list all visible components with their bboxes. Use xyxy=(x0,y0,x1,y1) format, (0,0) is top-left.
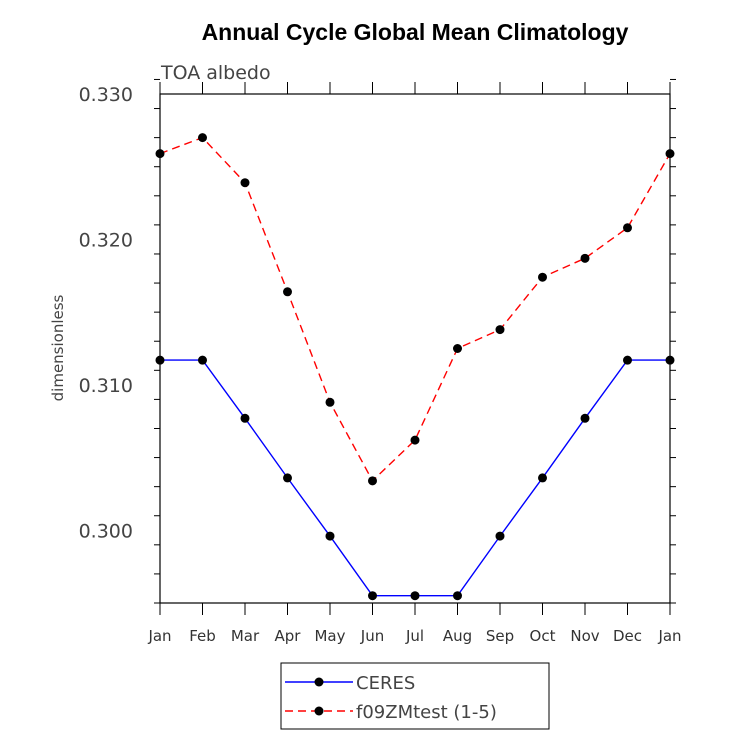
series-line-0 xyxy=(160,359,670,597)
x-tick-label: Nov xyxy=(570,627,599,645)
series-0-point xyxy=(155,355,165,365)
x-tick-label: Jul xyxy=(405,627,424,645)
series-1-point xyxy=(538,272,547,282)
y-tick-labels: 0.300 0.310 0.320 0.330 xyxy=(79,84,133,542)
chart-subtitle: TOA albedo xyxy=(160,62,271,84)
series-1-point xyxy=(410,435,420,445)
series-0-point xyxy=(580,413,590,423)
series-0-point xyxy=(623,355,632,365)
x-tick-label: Sep xyxy=(486,627,514,645)
plot-frame xyxy=(159,93,671,604)
series-0-point xyxy=(325,531,335,541)
x-tick-label: Mar xyxy=(231,627,260,645)
series-0-point xyxy=(453,591,462,601)
y-tick-label: 0.330 xyxy=(79,84,133,106)
series-0-point xyxy=(240,413,250,423)
series-0-point xyxy=(665,355,675,365)
series-1-point xyxy=(453,344,462,353)
chart-title: Annual Cycle Global Mean Climatology xyxy=(202,19,629,45)
series-1-point xyxy=(198,133,207,143)
x-tick-label: Jun xyxy=(360,627,384,645)
series-0-point xyxy=(198,355,207,365)
legend-marker-1 xyxy=(314,706,324,716)
y-tick-label: 0.320 xyxy=(79,229,133,251)
x-tick-labels: Jan Feb Mar Apr May Jun Jul Aug Sep Oct Nov Dec Jan xyxy=(147,627,681,645)
legend-label-1: f09ZMtest (1-5) xyxy=(356,702,497,723)
series-layer xyxy=(155,133,675,601)
legend-marker-0 xyxy=(314,677,324,687)
series-0-point xyxy=(368,591,377,601)
x-tick-label: Feb xyxy=(189,627,216,645)
series-line-1 xyxy=(159,136,671,482)
series-1-point xyxy=(240,178,250,188)
series-1-point xyxy=(155,149,165,159)
x-tick-label: Aug xyxy=(443,627,472,645)
y-tick-label: 0.300 xyxy=(79,520,133,542)
series-0-point xyxy=(495,531,505,541)
legend: CERES f09ZMtest (1-5) xyxy=(280,662,550,730)
series-1-point xyxy=(325,397,335,407)
x-tick-label: Jan xyxy=(147,627,171,645)
series-1-point xyxy=(495,325,505,335)
series-0-point xyxy=(410,591,420,601)
y-axis-label: dimensionless xyxy=(49,294,67,401)
series-0-point xyxy=(283,473,292,483)
series-1-point xyxy=(283,287,292,297)
axis-ticks xyxy=(154,78,676,615)
x-tick-label: Dec xyxy=(613,627,642,645)
x-tick-label: Jan xyxy=(657,627,681,645)
legend-box xyxy=(280,662,550,730)
series-1-point xyxy=(665,149,675,159)
x-tick-label: Apr xyxy=(275,627,302,645)
series-0-point xyxy=(538,473,547,483)
y-tick-label: 0.310 xyxy=(79,375,133,397)
legend-label-0: CERES xyxy=(356,673,415,694)
series-1-point xyxy=(368,476,377,486)
x-tick-label: Oct xyxy=(530,627,556,645)
x-tick-label: May xyxy=(314,627,345,645)
series-1-point xyxy=(623,223,632,233)
series-1-point xyxy=(580,253,590,263)
